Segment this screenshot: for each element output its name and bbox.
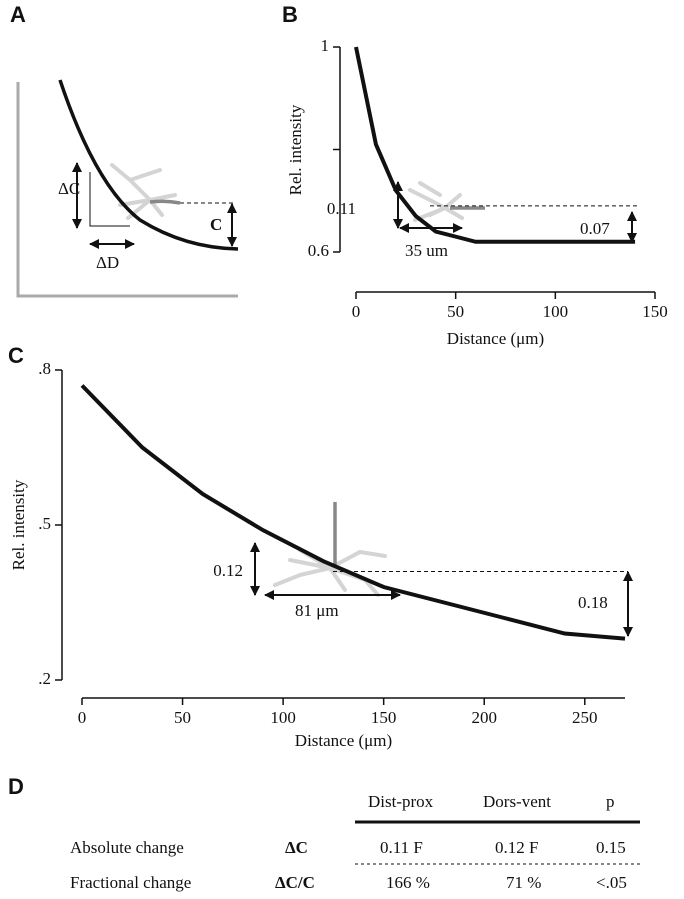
x-tick-label: 150 [371, 708, 397, 727]
annotation: 0.12 [213, 561, 243, 580]
panel-label: C [8, 343, 24, 368]
x-tick-label: 250 [572, 708, 598, 727]
panel-label: D [8, 774, 24, 799]
annotation: 0.18 [578, 593, 608, 612]
y-tick-label: .8 [38, 359, 51, 378]
y-axis-label: Rel. intensity [286, 104, 305, 195]
table-cell: ΔC/C [275, 873, 315, 892]
panel-label: B [282, 2, 298, 27]
table-cell: ΔC [285, 838, 308, 857]
table-cell: 0.12 F [495, 838, 538, 857]
table-cell: 0.15 [596, 838, 626, 857]
table: Dist-prox Dors-vent p Absolute change ΔC… [70, 792, 640, 892]
annotation: 35 um [405, 241, 448, 260]
table-cell: 71 % [506, 873, 541, 892]
annotation: ΔC [58, 179, 80, 198]
x-tick-label: 150 [642, 302, 668, 321]
annotation: ΔD [96, 253, 119, 272]
x-tick-label: 100 [543, 302, 569, 321]
table-header: p [606, 792, 615, 811]
x-tick-label: 0 [352, 302, 361, 321]
x-tick-label: 0 [78, 708, 87, 727]
table-header: Dist-prox [368, 792, 434, 811]
curve [80, 384, 626, 641]
table-cell: Fractional change [70, 873, 191, 892]
y-tick-label: 0.6 [308, 241, 329, 260]
neuron [408, 181, 464, 222]
annotation: 0.11 [327, 199, 356, 218]
y-tick-label: .2 [38, 669, 51, 688]
x-axis-label: Distance (μm) [447, 329, 544, 348]
x-axis-label: Distance (μm) [295, 731, 392, 750]
x-tick-label: 50 [174, 708, 191, 727]
table-header: Dors-vent [483, 792, 551, 811]
y-tick-label: .5 [38, 514, 51, 533]
x-tick-label: 100 [270, 708, 296, 727]
table-cell: 0.11 F [380, 838, 423, 857]
table-cell: <.05 [596, 873, 627, 892]
y-tick-label: 1 [321, 36, 330, 55]
x-tick-label: 50 [447, 302, 464, 321]
panel-label: A [10, 2, 26, 27]
annotation: 0.07 [580, 219, 610, 238]
table-cell: 166 % [386, 873, 430, 892]
x-tick-label: 200 [471, 708, 497, 727]
annotation: 81 μm [295, 601, 339, 620]
table-cell: Absolute change [70, 838, 184, 857]
neuron [273, 548, 387, 597]
y-axis-label: Rel. intensity [9, 479, 28, 570]
annotation: C [210, 215, 222, 234]
schematic: ΔC C ΔD [16, 79, 239, 298]
